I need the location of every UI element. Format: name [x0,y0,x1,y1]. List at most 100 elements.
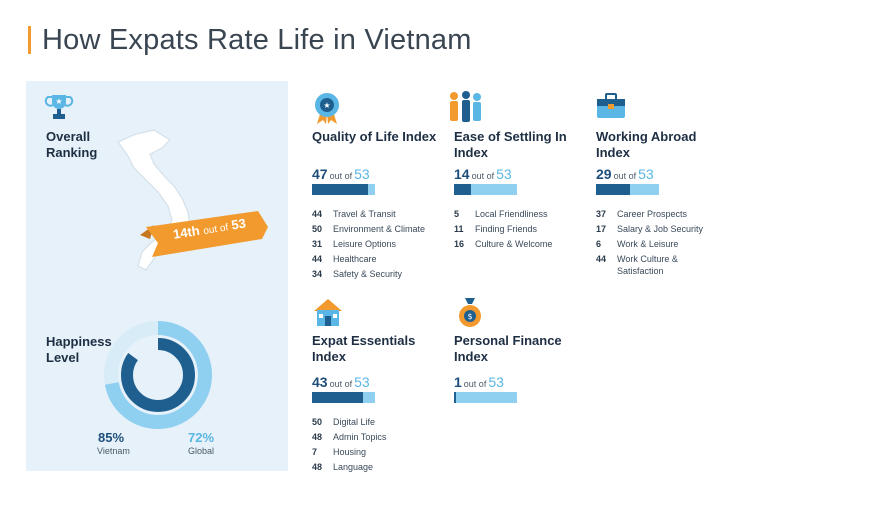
sub-item: 31 Leisure Options [312,237,452,252]
sub-item-value: 7 [312,447,318,457]
index-card-title: Working Abroad Index [596,129,726,161]
index-rank-value: 29 [596,166,612,182]
index-rank-value: 47 [312,166,328,182]
sub-item-value: 44 [312,209,323,219]
global-happiness-value: 72% [188,430,215,445]
index-title-text: Working Abroad Index [596,129,697,160]
trophy-icon: ★ [44,95,74,119]
index-out-of: out of [471,171,495,181]
sub-item-value: 50 [312,224,323,234]
sub-item: 48 Admin Topics [312,430,452,445]
index-sub-list: 44 Travel & Transit 50 Environment & Climat… [312,207,452,282]
sub-item-value: 48 [312,462,323,472]
sub-item-label: Digital Life [333,417,376,427]
money-bag-icon: $ [459,298,481,327]
sub-item: 5 Local Friendliness [454,207,594,222]
index-card-title: Expat Essentials Index [312,333,442,365]
index-rank-bar [454,392,517,403]
sub-item-label: Salary & Job Security [617,224,704,234]
sub-item: 16 Culture & Welcome [454,237,594,252]
index-card-title: Ease of Settling In Index [454,129,584,161]
sub-item-value: 37 [596,209,607,219]
index-total: 53 [354,166,370,182]
sub-item-value: 16 [454,239,465,249]
sub-item-value: 5 [454,209,460,219]
sub-item-label: Housing [333,447,367,457]
sub-item: 44 Healthcare [312,252,452,267]
sub-item-label: Local Friendliness [475,209,548,219]
sub-item-label: Healthcare [333,254,377,264]
sub-item-label: Culture & Welcome [475,239,553,249]
index-rank-line: 43 out of 53 [312,374,370,392]
sub-item-label: Work & Leisure [617,239,679,249]
sub-item: 44 Travel & Transit [312,207,452,222]
sub-item: 7 Housing [312,445,452,460]
sub-item-label: Safety & Security [333,269,403,279]
badge-icon: ★ [315,93,339,124]
index-card-title: Quality of Life Index [312,129,442,145]
index-rank-bar [312,184,375,195]
index-out-of: out of [613,171,637,181]
index-sub-list: 50 Digital Life 48 Admin Topics 7 Housing 48 La… [312,415,452,475]
sub-item-value: 31 [312,239,323,249]
sub-item-value: 17 [596,224,607,234]
index-total: 53 [354,374,370,390]
index-rank-value: 14 [454,166,470,182]
sub-item-label: Leisure Options [333,239,397,249]
index-rank-line: 29 out of 53 [596,166,654,184]
vietnam-label: Vietnam [97,446,130,456]
sub-item-label: Environment & Climate [333,224,426,234]
index-card-title: Personal Finance Index [454,333,584,365]
sub-item-value: 48 [312,432,323,442]
svg-text:★: ★ [55,97,62,106]
global-ring [104,321,212,429]
index-rank-line: 1 out of 53 [454,374,504,392]
index-rank-bar-fill [312,184,368,195]
sub-item-label: Career Prospects [617,209,688,219]
happiness-level-label: Happiness Level [46,334,112,365]
sub-item-label: Work Culture & Satisfaction [617,254,678,276]
index-out-of: out of [329,171,353,181]
index-total: 53 [488,374,504,390]
index-rank-line: 14 out of 53 [454,166,512,184]
sub-item-value: 11 [454,224,464,234]
sub-item-label: Finding Friends [475,224,538,234]
index-rank-bar-fill [454,392,456,403]
sub-item: 34 Safety & Security [312,267,452,282]
sub-item: 37 Career Prospects [596,207,696,222]
sub-item-value: 44 [312,254,323,264]
index-rank-bar-fill [596,184,631,195]
index-rank-bar [312,392,375,403]
index-title-text: Expat Essentials Index [312,333,416,364]
index-rank-value: 1 [454,374,462,390]
index-sub-list: 37 Career Prospects 17 Salary & Job Securit… [596,207,703,277]
sub-item: 44 Work Culture & Satisfaction [596,252,696,277]
index-title-text: Ease of Settling In Index [454,129,567,160]
index-rank-bar-fill [454,184,471,195]
ranking-ribbon [140,211,268,257]
people-icon [450,91,481,122]
index-out-of: out of [329,379,353,389]
sub-item-label: Admin Topics [333,432,387,442]
index-total: 53 [638,166,654,182]
index-rank-line: 47 out of 53 [312,166,370,184]
svg-text:★: ★ [323,101,330,110]
overall-total: 53 [230,215,247,233]
briefcase-icon [597,93,625,118]
sub-item: 17 Salary & Job Security [596,222,703,237]
index-rank-bar [596,184,659,195]
index-rank-bar [454,184,517,195]
index-sub-list: 5 Local Friendliness 11 Finding Friends 16 Cu… [454,207,594,252]
index-rank-value: 43 [312,374,328,390]
vietnam-happiness-value: 85% [98,430,125,445]
happiness-donut-chart [104,321,212,429]
svg-text:$: $ [467,312,472,321]
index-title-text: Personal Finance Index [454,333,562,364]
sub-item: 11 Finding Friends [454,222,594,237]
index-out-of: out of [463,379,487,389]
house-icon [314,299,342,326]
sub-item: 50 Environment & Climate [312,222,452,237]
overall-ranking-label: Overall Ranking [46,129,98,160]
sub-item-label: Travel & Transit [333,209,396,219]
sub-item-value: 50 [312,417,323,427]
